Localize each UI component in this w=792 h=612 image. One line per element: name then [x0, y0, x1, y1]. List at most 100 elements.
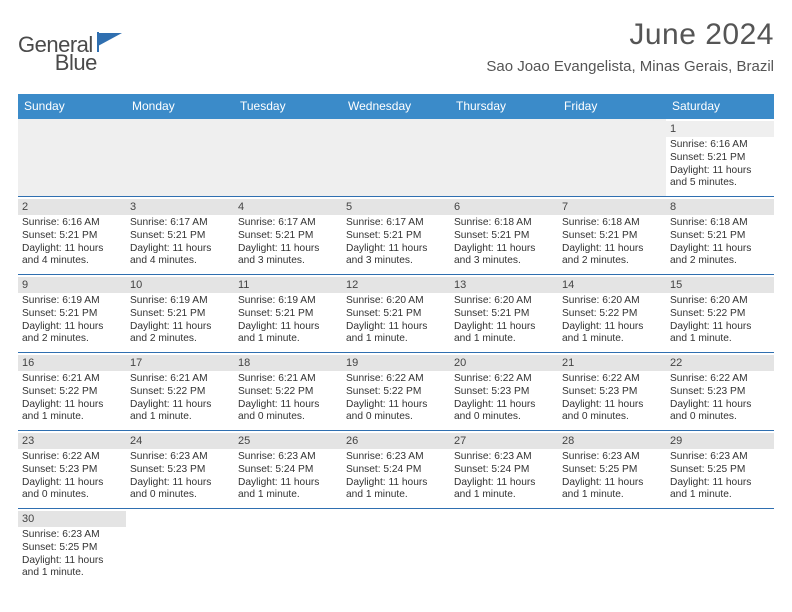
day-cell: 16Sunrise: 6:21 AMSunset: 5:22 PMDayligh…	[18, 353, 126, 430]
daylight-line: Daylight: 11 hours and 5 minutes.	[670, 165, 770, 191]
day-info: Sunrise: 6:20 AMSunset: 5:22 PMDaylight:…	[670, 295, 770, 346]
sunrise-line: Sunrise: 6:17 AM	[346, 217, 446, 230]
brand-word2: Blue	[55, 50, 97, 75]
sunrise-line: Sunrise: 6:18 AM	[562, 217, 662, 230]
daylight-line: Daylight: 11 hours and 1 minute.	[238, 477, 338, 503]
sunset-line: Sunset: 5:22 PM	[562, 308, 662, 321]
day-number: 27	[450, 433, 558, 449]
day-cell: 30Sunrise: 6:23 AMSunset: 5:25 PMDayligh…	[18, 509, 126, 586]
week-row: 2Sunrise: 6:16 AMSunset: 5:21 PMDaylight…	[18, 197, 774, 275]
daylight-line: Daylight: 11 hours and 1 minute.	[22, 555, 122, 581]
sunrise-line: Sunrise: 6:17 AM	[238, 217, 338, 230]
day-info: Sunrise: 6:16 AMSunset: 5:21 PMDaylight:…	[670, 139, 770, 190]
dow-header: Sunday Monday Tuesday Wednesday Thursday…	[18, 94, 774, 119]
sunrise-line: Sunrise: 6:21 AM	[238, 373, 338, 386]
day-info: Sunrise: 6:22 AMSunset: 5:22 PMDaylight:…	[346, 373, 446, 424]
daylight-line: Daylight: 11 hours and 0 minutes.	[562, 399, 662, 425]
daylight-line: Daylight: 11 hours and 4 minutes.	[22, 243, 122, 269]
day-number: 1	[666, 121, 774, 137]
week-row: 30Sunrise: 6:23 AMSunset: 5:25 PMDayligh…	[18, 509, 774, 586]
day-cell	[234, 509, 342, 586]
daylight-line: Daylight: 11 hours and 1 minute.	[454, 477, 554, 503]
day-number: 13	[450, 277, 558, 293]
sunset-line: Sunset: 5:21 PM	[454, 308, 554, 321]
month-title: June 2024	[486, 18, 774, 52]
day-info: Sunrise: 6:23 AMSunset: 5:25 PMDaylight:…	[562, 451, 662, 502]
day-number: 10	[126, 277, 234, 293]
daylight-line: Daylight: 11 hours and 1 minute.	[130, 399, 230, 425]
day-cell: 23Sunrise: 6:22 AMSunset: 5:23 PMDayligh…	[18, 431, 126, 508]
brand-logo: General Blue	[18, 18, 97, 76]
daylight-line: Daylight: 11 hours and 2 minutes.	[22, 321, 122, 347]
sunset-line: Sunset: 5:21 PM	[130, 308, 230, 321]
day-info: Sunrise: 6:23 AMSunset: 5:23 PMDaylight:…	[130, 451, 230, 502]
sunset-line: Sunset: 5:21 PM	[238, 230, 338, 243]
sunset-line: Sunset: 5:21 PM	[238, 308, 338, 321]
day-info: Sunrise: 6:22 AMSunset: 5:23 PMDaylight:…	[454, 373, 554, 424]
daylight-line: Daylight: 11 hours and 3 minutes.	[346, 243, 446, 269]
sunset-line: Sunset: 5:21 PM	[22, 308, 122, 321]
day-cell: 4Sunrise: 6:17 AMSunset: 5:21 PMDaylight…	[234, 197, 342, 274]
week-row: 1 Sunrise: 6:16 AMSunset: 5:21 PMDaylight…	[18, 119, 774, 197]
day-cell: 27 Sunrise: 6:23 AMSunset: 5:24 PMDayligh…	[450, 431, 558, 508]
sunrise-line: Sunrise: 6:23 AM	[454, 451, 554, 464]
sunrise-line: Sunrise: 6:20 AM	[562, 295, 662, 308]
day-info: Sunrise: 6:18 AMSunset: 5:21 PMDaylight:…	[670, 217, 770, 268]
day-info: Sunrise: 6:18 AMSunset: 5:21 PMDaylight:…	[562, 217, 662, 268]
sunrise-line: Sunrise: 6:23 AM	[22, 529, 122, 542]
sunrise-line: Sunrise: 6:23 AM	[238, 451, 338, 464]
daylight-line: Daylight: 11 hours and 1 minute.	[562, 477, 662, 503]
calendar: Sunday Monday Tuesday Wednesday Thursday…	[18, 94, 774, 586]
day-cell: 24Sunrise: 6:23 AMSunset: 5:23 PMDayligh…	[126, 431, 234, 508]
daylight-line: Daylight: 11 hours and 0 minutes.	[670, 399, 770, 425]
day-cell	[666, 509, 774, 586]
brand-flag-icon	[97, 32, 123, 57]
day-info: Sunrise: 6:22 AMSunset: 5:23 PMDaylight:…	[22, 451, 122, 502]
day-info: Sunrise: 6:17 AMSunset: 5:21 PMDaylight:…	[346, 217, 446, 268]
day-info: Sunrise: 6:23 AMSunset: 5:24 PMDaylight:…	[238, 451, 338, 502]
daylight-line: Daylight: 11 hours and 1 minute.	[670, 321, 770, 347]
daylight-line: Daylight: 11 hours and 1 minute.	[238, 321, 338, 347]
day-cell: 28Sunrise: 6:23 AMSunset: 5:25 PMDayligh…	[558, 431, 666, 508]
sunset-line: Sunset: 5:25 PM	[670, 464, 770, 477]
sunrise-line: Sunrise: 6:22 AM	[22, 451, 122, 464]
day-number: 25	[234, 433, 342, 449]
daylight-line: Daylight: 11 hours and 1 minute.	[562, 321, 662, 347]
sunrise-line: Sunrise: 6:23 AM	[562, 451, 662, 464]
day-number: 18	[234, 355, 342, 371]
day-number: 14	[558, 277, 666, 293]
daylight-line: Daylight: 11 hours and 1 minute.	[454, 321, 554, 347]
day-info: Sunrise: 6:23 AMSunset: 5:25 PMDaylight:…	[22, 529, 122, 580]
day-number: 21	[558, 355, 666, 371]
day-cell: 11 Sunrise: 6:19 AMSunset: 5:21 PMDayligh…	[234, 275, 342, 352]
day-number: 12	[342, 277, 450, 293]
dow-wed: Wednesday	[342, 94, 450, 119]
location-line: Sao Joao Evangelista, Minas Gerais, Braz…	[486, 58, 774, 75]
day-number: 11	[234, 277, 342, 293]
day-cell: 17Sunrise: 6:21 AMSunset: 5:22 PMDayligh…	[126, 353, 234, 430]
sunset-line: Sunset: 5:25 PM	[22, 542, 122, 555]
sunset-line: Sunset: 5:21 PM	[130, 230, 230, 243]
day-number: 7	[558, 199, 666, 215]
day-info: Sunrise: 6:22 AMSunset: 5:23 PMDaylight:…	[670, 373, 770, 424]
day-info: Sunrise: 6:20 AMSunset: 5:21 PMDaylight:…	[346, 295, 446, 346]
dow-mon: Monday	[126, 94, 234, 119]
day-number: 17	[126, 355, 234, 371]
day-cell: 22Sunrise: 6:22 AMSunset: 5:23 PMDayligh…	[666, 353, 774, 430]
day-cell: 6Sunrise: 6:18 AMSunset: 5:21 PMDaylight…	[450, 197, 558, 274]
day-cell: 29Sunrise: 6:23 AMSunset: 5:25 PMDayligh…	[666, 431, 774, 508]
sunset-line: Sunset: 5:24 PM	[454, 464, 554, 477]
day-number: 9	[18, 277, 126, 293]
day-info: Sunrise: 6:22 AMSunset: 5:23 PMDaylight:…	[562, 373, 662, 424]
day-info: Sunrise: 6:23 AMSunset: 5:25 PMDaylight:…	[670, 451, 770, 502]
day-info: Sunrise: 6:18 AMSunset: 5:21 PMDaylight:…	[454, 217, 554, 268]
sunrise-line: Sunrise: 6:20 AM	[346, 295, 446, 308]
sunrise-line: Sunrise: 6:21 AM	[22, 373, 122, 386]
day-cell: 2Sunrise: 6:16 AMSunset: 5:21 PMDaylight…	[18, 197, 126, 274]
week-row: 9Sunrise: 6:19 AMSunset: 5:21 PMDaylight…	[18, 275, 774, 353]
sunset-line: Sunset: 5:21 PM	[346, 308, 446, 321]
day-number: 5	[342, 199, 450, 215]
sunrise-line: Sunrise: 6:18 AM	[454, 217, 554, 230]
dow-fri: Friday	[558, 94, 666, 119]
sunrise-line: Sunrise: 6:19 AM	[238, 295, 338, 308]
